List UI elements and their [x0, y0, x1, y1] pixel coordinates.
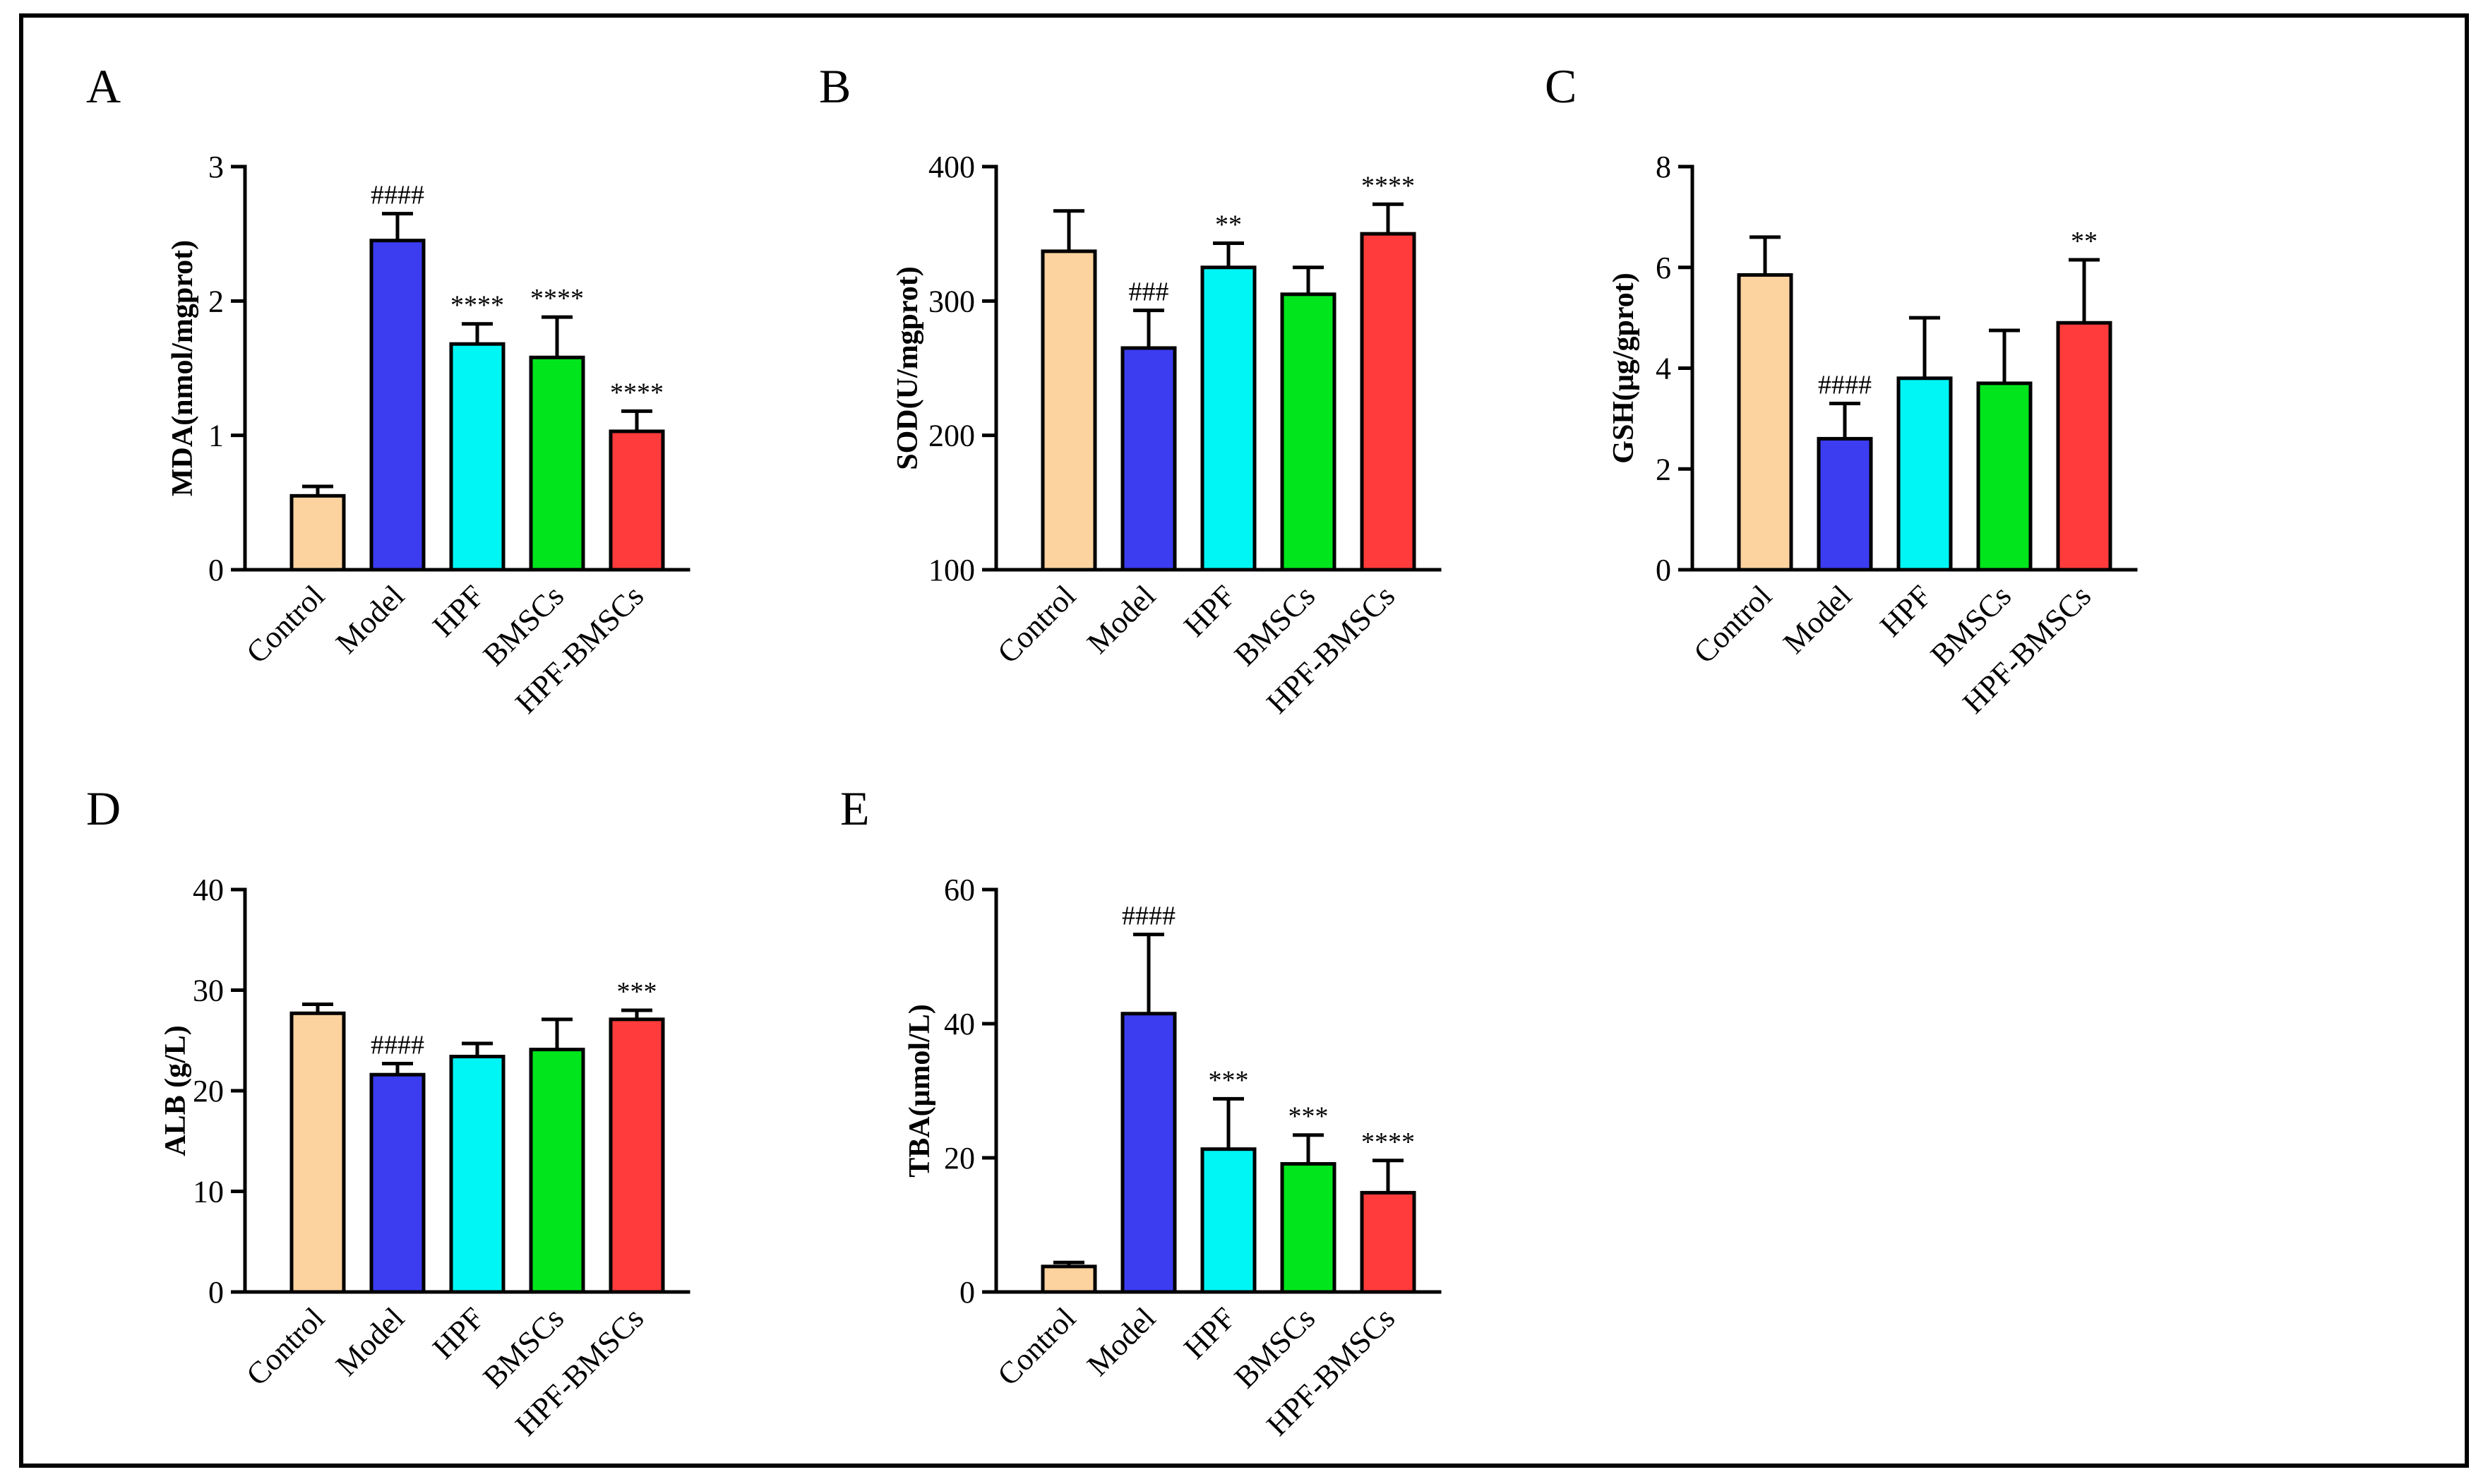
panel-letter: B — [819, 59, 851, 113]
bar-hpf-bmscs — [2056, 321, 2112, 572]
bar-hpf-bmscs — [609, 429, 665, 572]
y-axis-title: MDA(nmol/mgprot) — [167, 240, 199, 496]
bar-control — [289, 1011, 346, 1294]
bar-control — [1737, 273, 1793, 572]
y-tick-label: 300 — [928, 284, 975, 318]
significance-label: **** — [610, 378, 664, 407]
significance-label: ### — [1129, 277, 1169, 307]
x-tick-label: Model — [1080, 578, 1162, 660]
y-tick-label: 400 — [928, 150, 975, 184]
bar-hpf — [1200, 265, 1257, 572]
y-tick-label: 30 — [193, 974, 224, 1008]
significance-label: #### — [371, 1031, 424, 1060]
bar-hpf — [1200, 1147, 1257, 1294]
y-tick-label: 8 — [1656, 150, 1671, 184]
bar-hpf — [1896, 376, 1953, 572]
x-tick-label: HPF — [426, 578, 491, 643]
y-tick-label: 0 — [208, 1275, 224, 1310]
significance-label: **** — [1361, 171, 1415, 201]
x-tick-label: Model — [1776, 578, 1858, 660]
bar-hpf-bmscs — [609, 1017, 665, 1294]
y-tick-label: 20 — [944, 1141, 975, 1175]
panel-letter: A — [86, 59, 121, 113]
bar-model — [369, 1072, 426, 1294]
y-tick-label: 20 — [193, 1074, 224, 1108]
significance-label: ** — [1215, 210, 1242, 239]
bar-control — [1041, 1264, 1097, 1294]
y-tick-label: 1 — [208, 419, 224, 453]
x-tick-label: Control — [991, 1300, 1082, 1392]
bar-model — [369, 239, 426, 572]
bar-model — [1120, 1012, 1177, 1294]
y-axis-title: SOD(U/mgprot) — [892, 266, 924, 470]
significance-label: ** — [2071, 227, 2098, 256]
y-tick-label: 2 — [208, 284, 224, 318]
bar-hpf — [449, 342, 506, 572]
y-axis-title: TBA(μmol/L) — [904, 1004, 936, 1177]
y-tick-label: 6 — [1656, 251, 1671, 285]
x-tick-label: HPF — [1873, 578, 1938, 643]
figure-frame — [19, 13, 2469, 1468]
bar-hpf — [449, 1055, 506, 1294]
significance-label: *** — [1288, 1102, 1329, 1132]
chart-panel-a: A 0 1 2 3 MDA(nmol/mgprot) Control #### Model ***… — [86, 59, 690, 720]
significance-label: *** — [617, 977, 657, 1007]
significance-label: *** — [1209, 1065, 1249, 1095]
y-tick-label: 40 — [944, 1007, 975, 1041]
y-axis-title: GSH(μg/gprot) — [1608, 273, 1640, 463]
y-tick-label: 3 — [208, 150, 224, 184]
x-tick-label: Model — [1080, 1300, 1162, 1382]
bar-model — [1120, 346, 1177, 572]
bar-bmscs — [529, 355, 585, 572]
x-tick-label: Model — [329, 578, 411, 660]
y-tick-label: 200 — [928, 419, 975, 453]
significance-label: #### — [1818, 370, 1872, 400]
y-tick-label: 100 — [928, 553, 975, 587]
y-tick-label: 10 — [193, 1175, 224, 1209]
y-tick-label: 0 — [959, 1275, 975, 1310]
bar-bmscs — [1280, 292, 1336, 572]
y-tick-label: 2 — [1656, 452, 1671, 486]
y-tick-label: 60 — [944, 873, 975, 907]
chart-panel-b: B 100 200 300 400 SOD(U/mgprot) Control ### Mode… — [819, 59, 1442, 720]
panel-letter: E — [840, 782, 870, 835]
significance-label: #### — [1122, 902, 1176, 931]
panel-letter: D — [86, 782, 121, 835]
x-tick-label: Control — [239, 1300, 331, 1392]
y-tick-label: 0 — [1656, 553, 1671, 587]
y-tick-label: 4 — [1656, 352, 1671, 386]
x-tick-label: Model — [329, 1300, 411, 1382]
significance-label: #### — [371, 181, 424, 210]
x-tick-label: Control — [1687, 578, 1778, 670]
x-tick-label: HPF — [1177, 1300, 1242, 1365]
bar-control — [1041, 249, 1097, 572]
y-axis-title: ALB (g/L) — [160, 1025, 192, 1156]
significance-label: **** — [530, 284, 584, 313]
panels: A0123MDA(nmol/mgprot)Control####Model***… — [86, 59, 2138, 1442]
x-tick-label: HPF — [426, 1300, 491, 1365]
bar-hpf-bmscs — [1360, 1190, 1416, 1294]
x-tick-label: Control — [239, 578, 331, 670]
panel-letter: C — [1545, 59, 1577, 113]
bar-bmscs — [1280, 1162, 1336, 1294]
bar-model — [1817, 436, 1873, 572]
x-tick-label: HPF — [1177, 578, 1242, 643]
significance-label: **** — [1361, 1127, 1415, 1157]
bar-control — [289, 493, 346, 572]
significance-label: **** — [450, 291, 504, 321]
x-tick-label: Control — [991, 578, 1082, 670]
y-tick-label: 0 — [208, 553, 224, 587]
bar-hpf-bmscs — [1360, 232, 1416, 572]
y-tick-label: 40 — [193, 873, 224, 907]
bar-bmscs — [529, 1048, 585, 1294]
chart-panel-e: E 0 20 40 60 TBA(μmol/L) Control #### Model *** HP… — [840, 782, 1442, 1442]
bar-bmscs — [1976, 381, 2033, 572]
